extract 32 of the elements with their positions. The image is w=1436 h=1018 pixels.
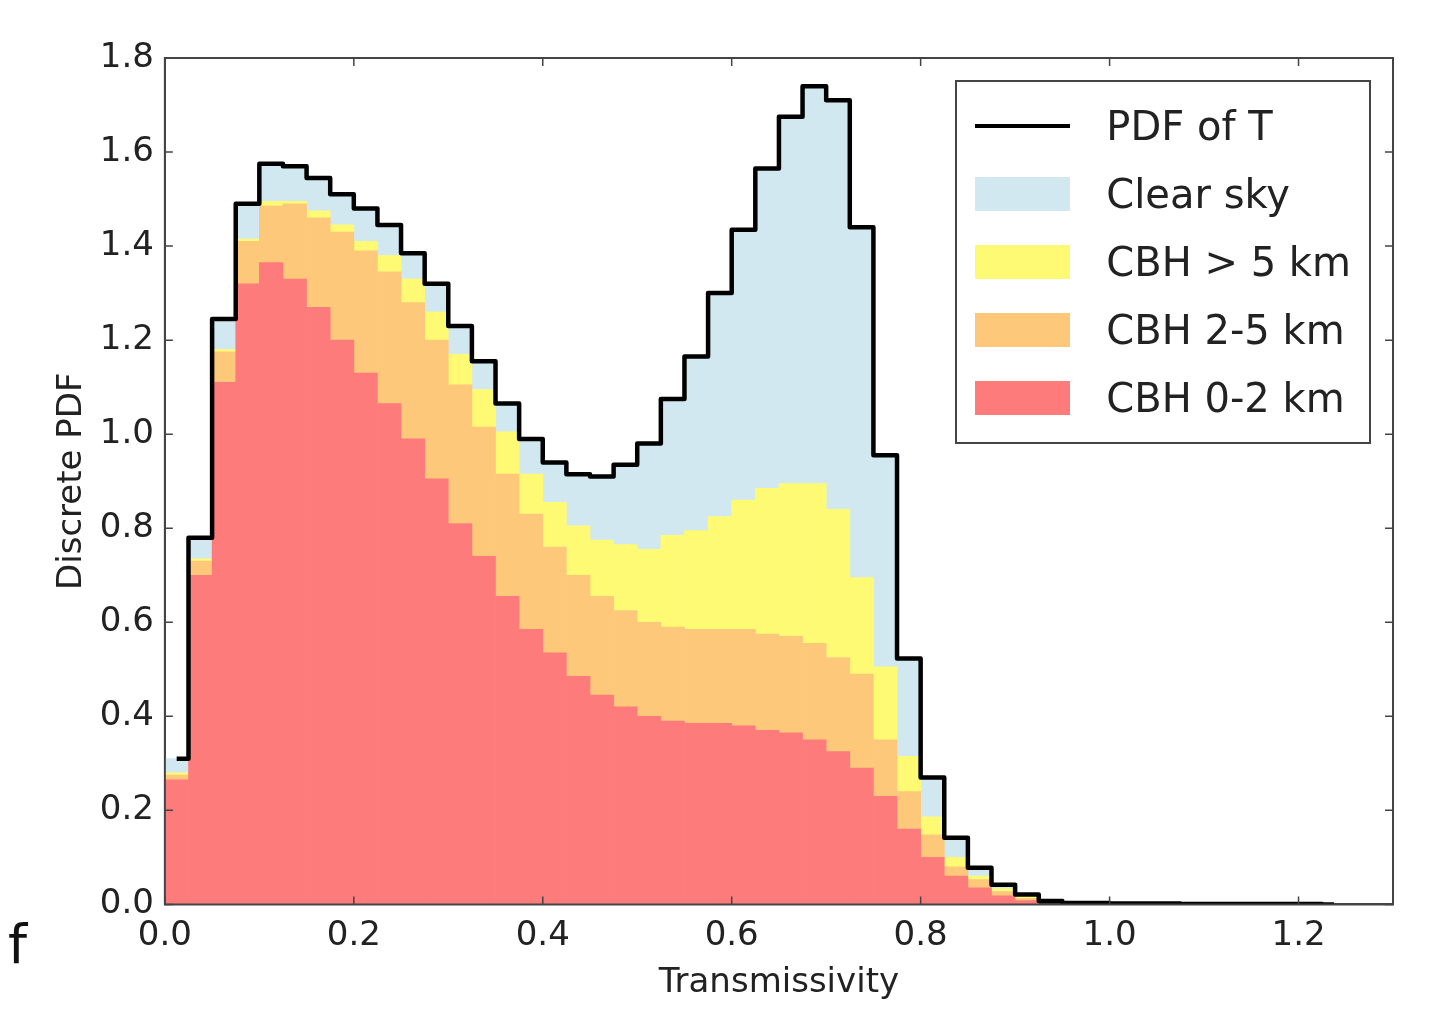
x-tick-label: 0.6 bbox=[704, 912, 759, 953]
y-tick-label: 0.6 bbox=[99, 599, 154, 640]
x-tick-label: 0.8 bbox=[893, 912, 948, 953]
legend-label: CBH 2-5 km bbox=[1106, 307, 1345, 353]
y-tick-label: 0.4 bbox=[99, 693, 154, 734]
bar bbox=[920, 834, 945, 858]
x-tick-label: 0.0 bbox=[137, 912, 192, 953]
y-tick-label: 0.8 bbox=[99, 505, 154, 546]
y-tick-label: 0.2 bbox=[99, 787, 154, 828]
legend-label: Clear sky bbox=[1106, 171, 1290, 217]
bar bbox=[495, 431, 520, 475]
y-tick-label: 1.4 bbox=[99, 222, 154, 263]
x-axis-title: Transmissivity bbox=[657, 960, 900, 1001]
y-tick-label: 1.2 bbox=[99, 316, 154, 357]
y-axis-title: Discrete PDF bbox=[49, 372, 90, 590]
x-tick-label: 1.2 bbox=[1271, 912, 1326, 953]
x-tick-label: 0.4 bbox=[515, 912, 570, 953]
bar bbox=[943, 866, 969, 877]
legend-label: PDF of T bbox=[1106, 103, 1273, 149]
bar bbox=[164, 772, 189, 776]
y-tick-label: 1.8 bbox=[99, 34, 154, 75]
legend-label: CBH > 5 km bbox=[1106, 239, 1351, 285]
legend-label: CBH 0-2 km bbox=[1106, 375, 1345, 421]
bar bbox=[471, 389, 496, 428]
text: f bbox=[8, 913, 28, 976]
x-tick-label: 1.0 bbox=[1082, 912, 1137, 953]
x-tick-label: 0.2 bbox=[326, 912, 381, 953]
bar bbox=[306, 210, 331, 219]
y-tick-label: 1.6 bbox=[99, 128, 154, 169]
bar bbox=[377, 255, 402, 273]
y-tick-label: 1.0 bbox=[99, 411, 154, 452]
bar bbox=[400, 278, 425, 303]
